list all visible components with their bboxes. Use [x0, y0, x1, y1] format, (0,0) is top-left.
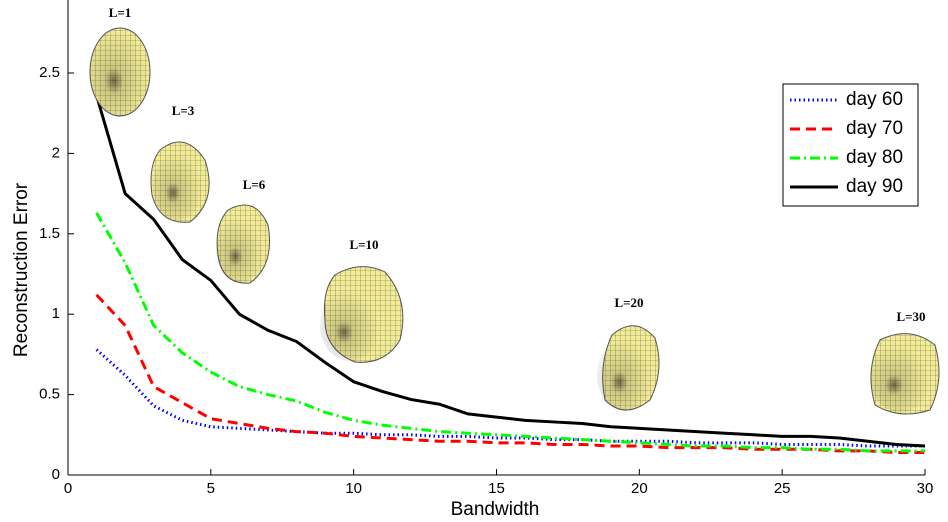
series-line [95, 95, 926, 448]
y-tick-label: 1.5 [39, 225, 60, 242]
shape-l6 [216, 204, 271, 284]
x-tick-label: 25 [774, 480, 791, 497]
x-tick-label: 20 [631, 480, 648, 497]
y-tick-label: 0.5 [39, 386, 60, 403]
legend: day 60 day 70 day 80 day 90 [782, 83, 919, 207]
y-tick-label: 1 [52, 305, 60, 322]
annotation: L=30 [896, 309, 925, 324]
annotation: L=6 [243, 177, 266, 192]
legend-label: day 80 [846, 147, 903, 168]
x-tick-label: 30 [917, 480, 934, 497]
legend-label: day 60 [846, 89, 903, 110]
series-line [95, 212, 925, 453]
x-tick-label: 10 [345, 480, 362, 497]
series-line [95, 348, 925, 448]
shape-l1 [89, 27, 151, 117]
x-tick-label: 5 [207, 480, 215, 497]
legend-box [782, 83, 919, 207]
y-tick-label: 2 [52, 144, 60, 161]
legend-label: day 70 [846, 118, 903, 139]
x-tick-label: 15 [488, 480, 505, 497]
legend-label: day 90 [846, 176, 903, 197]
annotation: L=3 [172, 103, 195, 118]
shape-l3 [150, 141, 210, 223]
shape-thumbnails [89, 27, 940, 415]
x-axis-label: Bandwidth [451, 499, 540, 520]
shape-l20 [597, 325, 660, 411]
annotation: L=10 [349, 237, 378, 252]
y-tick-label: 0 [52, 466, 60, 483]
shape-l10 [320, 266, 404, 363]
y-axis-label: Reconstruction Error [11, 182, 32, 357]
series-line [95, 293, 925, 454]
shape-l30 [870, 333, 940, 415]
y-tick-label: 2.5 [39, 64, 60, 81]
plot-area: 0 5 10 15 20 25 30 0 0.5 1 1.5 2 2.5 [39, 0, 933, 497]
annotation: L=20 [614, 295, 643, 310]
annotation: L=1 [109, 5, 132, 20]
x-tick-label: 0 [64, 480, 72, 497]
